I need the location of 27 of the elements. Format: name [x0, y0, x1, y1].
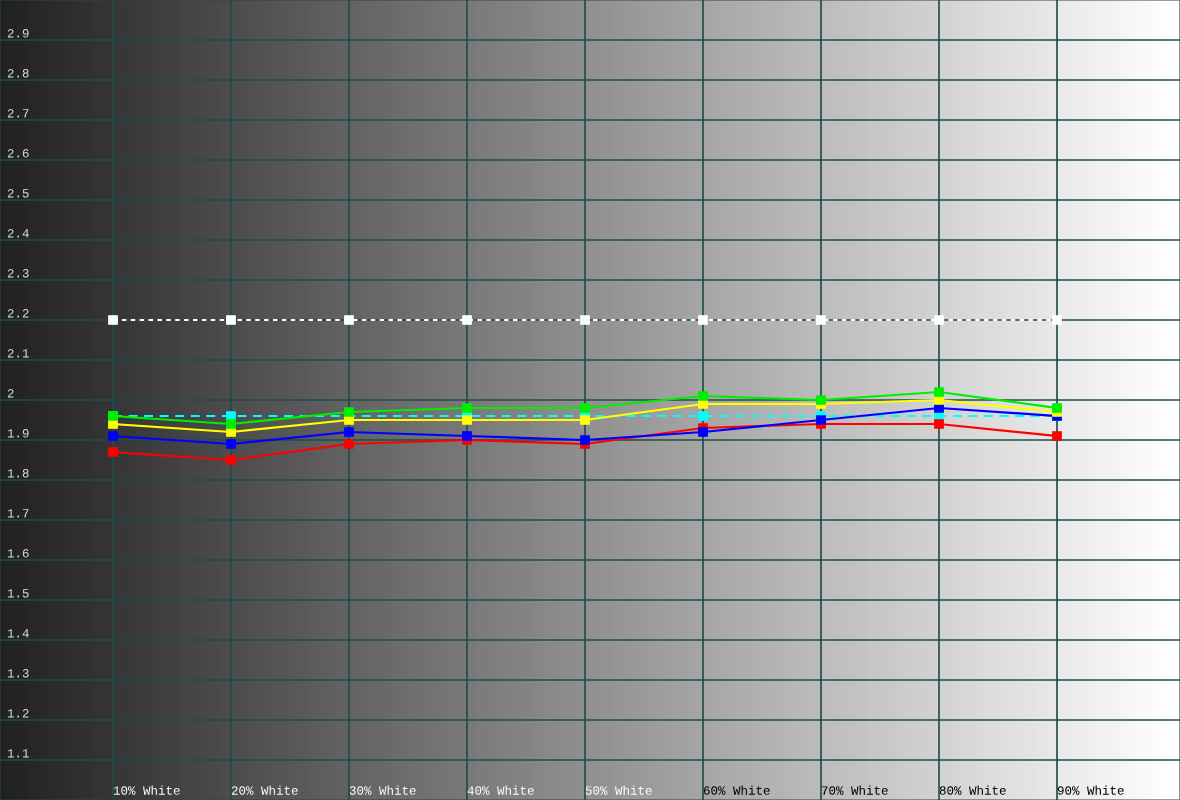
y-tick-label: 2.4 — [7, 229, 29, 238]
y-tick-label: 2.1 — [7, 349, 29, 358]
y-tick-label: 1.6 — [7, 549, 29, 558]
y-tick-label: 1.3 — [7, 669, 29, 678]
y-tick-label: 2.3 — [7, 269, 29, 278]
y-tick-label: 2.2 — [7, 309, 29, 318]
x-tick-label: 60% White — [703, 785, 770, 795]
x-tick-label: 20% White — [231, 785, 298, 795]
x-tick-label: 30% White — [349, 785, 416, 795]
x-tick-label: 90% White — [1057, 785, 1124, 795]
y-tick-label: 2.6 — [7, 149, 29, 158]
x-tick-label: 80% White — [939, 785, 1006, 795]
y-tick-label: 2.5 — [7, 189, 29, 198]
y-tick-label: 1.7 — [7, 509, 29, 518]
y-tick-label: 1.8 — [7, 469, 29, 478]
y-tick-label: 1.5 — [7, 589, 29, 598]
x-tick-label: 70% White — [821, 785, 888, 795]
y-tick-label: 2.7 — [7, 109, 29, 118]
y-tick-label: 1.1 — [7, 749, 29, 758]
y-tick-label: 1.2 — [7, 709, 29, 718]
y-tick-label: 1.4 — [7, 629, 29, 638]
x-tick-label: 50% White — [585, 785, 652, 795]
y-tick-label: 2.9 — [7, 29, 29, 38]
x-tick-label: 10% White — [113, 785, 180, 795]
y-tick-label: 1.9 — [7, 429, 29, 438]
y-tick-label: 2.8 — [7, 69, 29, 78]
y-tick-label: 2 — [7, 389, 14, 398]
